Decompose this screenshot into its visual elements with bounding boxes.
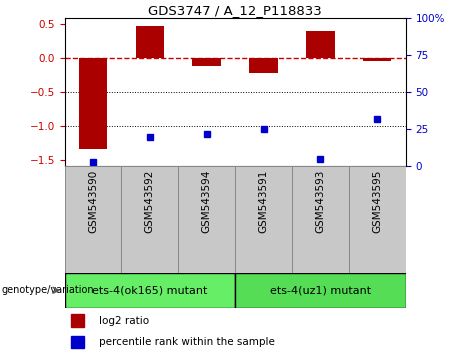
Title: GDS3747 / A_12_P118833: GDS3747 / A_12_P118833 xyxy=(148,4,322,17)
Text: GSM543590: GSM543590 xyxy=(88,170,98,233)
Text: GSM543593: GSM543593 xyxy=(315,170,325,233)
Bar xyxy=(306,31,335,58)
Text: GSM543592: GSM543592 xyxy=(145,170,155,233)
Bar xyxy=(178,166,235,273)
Bar xyxy=(121,166,178,273)
Bar xyxy=(363,58,391,61)
Bar xyxy=(65,273,235,308)
Bar xyxy=(71,314,83,327)
Text: GSM543595: GSM543595 xyxy=(372,170,382,233)
Bar xyxy=(235,166,292,273)
Text: log2 ratio: log2 ratio xyxy=(99,316,149,326)
Bar xyxy=(79,58,107,149)
Text: percentile rank within the sample: percentile rank within the sample xyxy=(99,337,275,347)
Bar xyxy=(349,166,406,273)
Bar xyxy=(136,27,164,58)
Bar xyxy=(193,58,221,66)
Text: GSM543594: GSM543594 xyxy=(201,170,212,233)
Bar xyxy=(71,336,83,348)
Text: ets-4(ok165) mutant: ets-4(ok165) mutant xyxy=(92,285,207,295)
Text: GSM543591: GSM543591 xyxy=(259,170,269,233)
Bar xyxy=(235,273,406,308)
Text: ets-4(uz1) mutant: ets-4(uz1) mutant xyxy=(270,285,371,295)
Text: genotype/variation: genotype/variation xyxy=(1,285,94,295)
Bar xyxy=(292,166,349,273)
Bar xyxy=(249,58,278,73)
Bar xyxy=(65,166,121,273)
